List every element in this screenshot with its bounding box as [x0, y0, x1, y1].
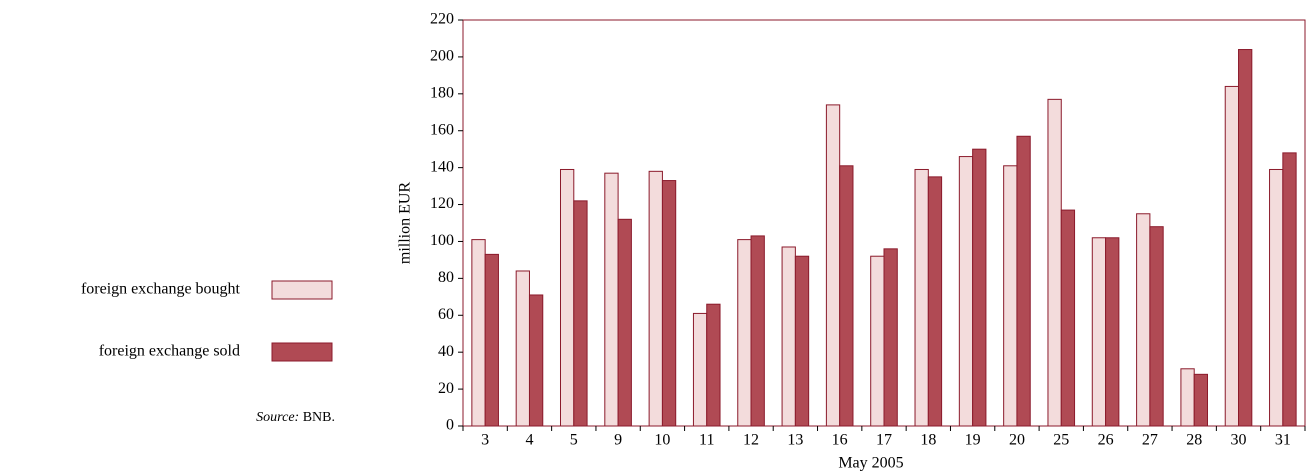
legend-swatch [271, 280, 333, 300]
x-tick-label: 31 [1275, 432, 1291, 449]
bar [914, 168, 929, 427]
bar [870, 255, 885, 427]
y-tick-label: 120 [430, 195, 454, 212]
bar [958, 156, 974, 427]
bar [737, 239, 752, 427]
source-label: Source: [256, 410, 299, 425]
legend-label: foreign exchange bought [81, 281, 241, 298]
bar [1269, 168, 1284, 427]
bar [1047, 98, 1062, 427]
x-tick-label: 30 [1231, 432, 1247, 449]
bar [883, 248, 898, 427]
bar [515, 270, 530, 427]
bar [692, 312, 708, 427]
x-tick-label: 5 [570, 432, 578, 449]
legend-label: foreign exchange sold [99, 343, 240, 360]
bar [617, 218, 632, 427]
bar [1003, 165, 1018, 427]
bar [1282, 152, 1297, 427]
x-tick-label: 18 [920, 432, 936, 449]
bar [1105, 237, 1120, 427]
bar [484, 253, 499, 427]
x-tick-label: 20 [1009, 432, 1025, 449]
bar [1060, 209, 1076, 427]
y-tick-label: 140 [430, 158, 454, 175]
bar [648, 170, 663, 427]
source-text: BNB. [303, 410, 335, 425]
bar [1136, 213, 1151, 427]
bar [825, 104, 841, 427]
x-axis-label: May 2005 [838, 455, 903, 472]
bar [559, 168, 575, 427]
bar [839, 165, 854, 427]
y-tick-label: 160 [430, 121, 454, 138]
x-tick-label: 25 [1053, 432, 1069, 449]
bar [972, 148, 987, 427]
y-tick-label: 180 [430, 84, 454, 101]
bar [1193, 373, 1209, 427]
bar [573, 200, 588, 427]
source-note: Source: BNB. [256, 410, 335, 425]
bar [1180, 368, 1195, 427]
x-tick-label: 19 [965, 432, 981, 449]
x-tick-label: 11 [699, 432, 714, 449]
bar [781, 246, 796, 427]
bar [471, 239, 486, 427]
bar [1238, 49, 1253, 427]
y-tick-label: 0 [446, 417, 454, 434]
bar [1224, 85, 1240, 427]
bar [794, 255, 810, 427]
y-tick-label: 100 [430, 232, 454, 249]
x-tick-label: 12 [743, 432, 759, 449]
x-tick-label: 27 [1142, 432, 1158, 449]
bar [1149, 226, 1164, 427]
x-tick-label: 17 [876, 432, 892, 449]
y-tick-label: 220 [430, 11, 454, 28]
bar [927, 176, 943, 427]
bar [706, 303, 721, 427]
y-tick-label: 20 [438, 380, 454, 397]
x-tick-label: 4 [525, 432, 533, 449]
y-tick-label: 40 [438, 343, 454, 360]
x-tick-label: 26 [1098, 432, 1114, 449]
x-tick-label: 28 [1186, 432, 1202, 449]
y-tick-label: 60 [438, 306, 454, 323]
y-tick-label: 80 [438, 269, 454, 286]
y-tick-label: 200 [430, 48, 454, 65]
x-tick-label: 9 [614, 432, 622, 449]
bar [750, 235, 765, 427]
y-axis-label: million EUR [397, 182, 414, 265]
bar [604, 172, 619, 427]
legend-swatch [271, 342, 333, 362]
bar [1091, 237, 1107, 427]
x-tick-label: 10 [654, 432, 670, 449]
bar [1016, 135, 1031, 427]
bar [661, 180, 677, 427]
x-tick-label: 3 [481, 432, 489, 449]
x-tick-label: 16 [832, 432, 848, 449]
bar [528, 294, 544, 427]
x-tick-label: 13 [787, 432, 803, 449]
